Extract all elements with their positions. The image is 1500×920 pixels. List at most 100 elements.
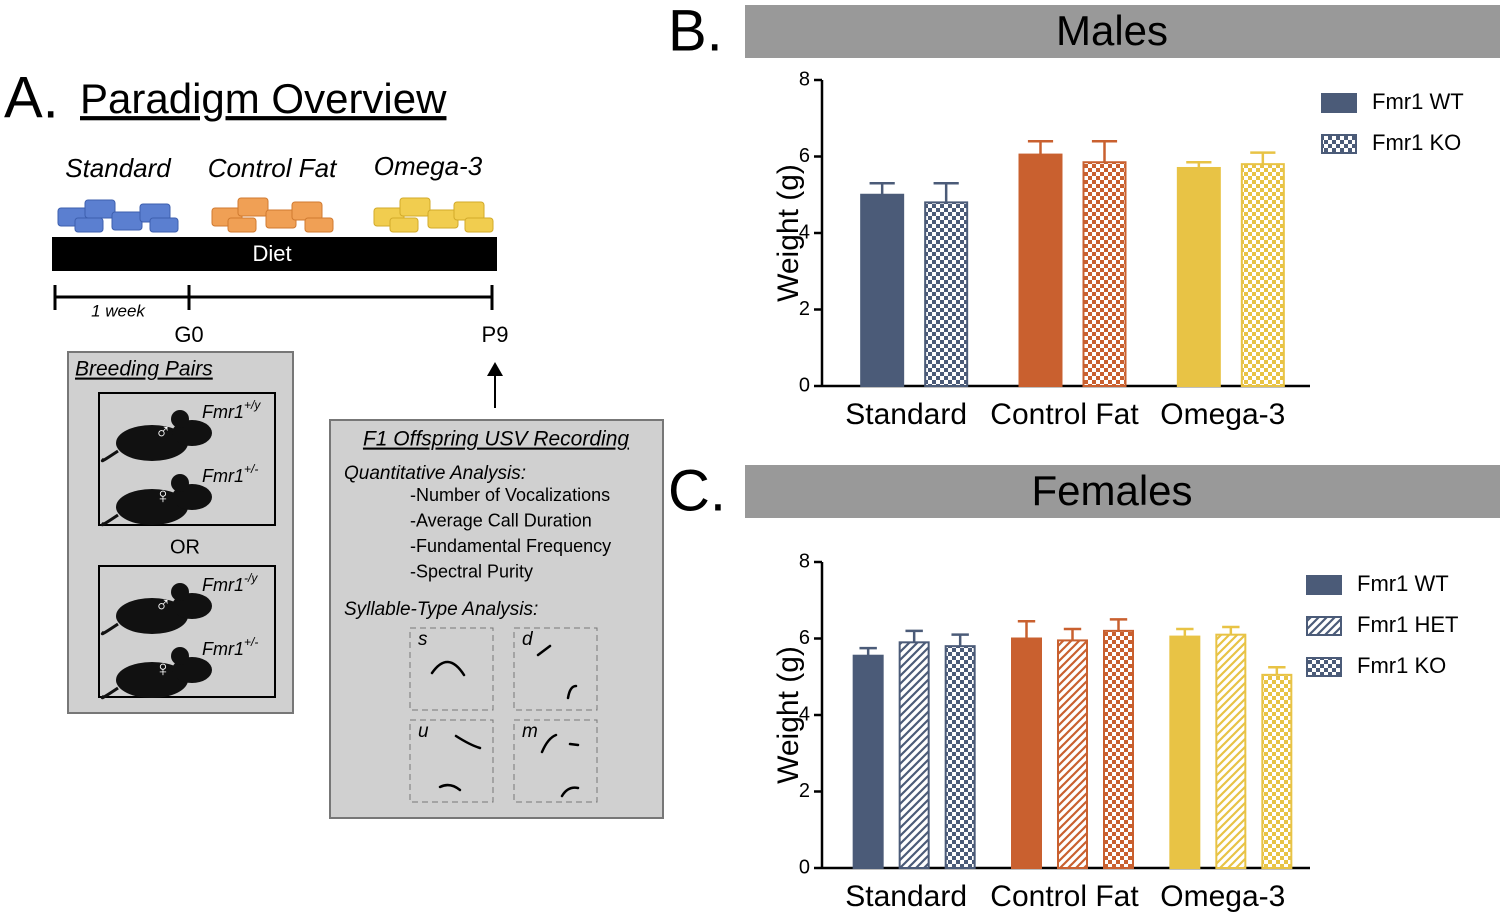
section-title: Syllable-Type Analysis: [344,599,538,620]
gene: Fmr1 [202,575,244,595]
legend-swatch [1321,93,1357,113]
pair-box [98,565,276,698]
bar [1011,637,1042,869]
breeding-title: Breeding Pairs [75,358,213,381]
syllable-label: u [418,721,429,742]
syllable-box [409,627,494,711]
legend-swatch [1306,657,1342,677]
legend-swatch [1306,616,1342,636]
genotype: +/- [244,635,258,649]
panel-label: A. [4,65,59,130]
bar [1082,161,1127,387]
bar [944,645,976,870]
x-tick-label: Omega-3 [1160,880,1285,913]
diet-bar [52,237,497,271]
syllable-label: s [418,629,428,650]
bar [852,654,884,870]
analysis-item: -Number of Vocalizations [410,485,610,505]
title-bar [745,465,1500,518]
legend-swatch [1306,575,1342,595]
diet-bar-label: Diet [252,241,291,266]
gene: Fmr1 [202,402,244,422]
chart-title: Males [1056,7,1168,54]
pair-box [98,392,276,526]
separator: OR [170,536,200,558]
y-tick-label: 8 [799,68,810,90]
x-tick-label: Standard [845,880,967,913]
timeline-start: G0 [174,322,203,347]
syllable-label: d [522,629,534,650]
diet-label: Control Fat [208,153,338,183]
legend-label: Fmr1 WT [1357,571,1449,596]
sex-symbol: ♀ [155,656,172,681]
recording-box [329,419,664,819]
syllable-box [409,719,494,803]
y-axis-label: Weight (g) [772,164,805,302]
syllable-shapes [430,644,580,798]
bar [860,193,905,387]
bar [898,641,930,870]
y-tick-label: 4 [799,703,810,725]
bar [1103,629,1134,869]
sex-symbol: ♂ [155,592,172,617]
legend-label: Fmr1 KO [1372,130,1461,155]
genotype: -/y [244,571,258,585]
food-pellets [57,197,494,233]
legend-label: Fmr1 HET [1357,612,1458,637]
y-tick-label: 0 [799,374,810,396]
bar [1018,153,1063,387]
mouse [100,583,212,636]
mouse [100,410,212,463]
title-bar [745,5,1500,58]
bar [924,201,969,387]
gene: Fmr1 [202,639,244,659]
y-tick-label: 2 [799,780,810,802]
genotype-label: Fmr1+/- [202,462,258,486]
sex-symbol: ♂ [155,419,172,444]
arrow [487,362,503,408]
chart-title: Females [1031,467,1192,514]
panel-title: Paradigm Overview [80,75,447,122]
y-tick-label: 6 [799,145,810,167]
x-tick-label: Standard [845,398,967,431]
genotype: +/- [244,462,258,476]
analysis-item: -Spectral Purity [410,561,533,581]
x-tick-label: Control Fat [990,398,1139,431]
genotype-label: Fmr1+/y [202,398,261,422]
diet-label: Standard [65,153,172,183]
y-tick-label: 6 [799,627,810,649]
y-tick-label: 0 [799,856,810,878]
timeline-end: P9 [482,322,509,347]
x-tick-label: Control Fat [990,880,1139,913]
legend-swatch [1321,134,1357,154]
genotype-label: Fmr1-/y [202,571,258,595]
analysis-item: -Average Call Duration [410,510,592,530]
genotype: +/y [244,398,261,412]
panel-label: B. [668,0,723,63]
sex-symbol: ♀ [155,483,172,508]
recording-title: F1 Offspring USV Recording [363,428,629,451]
syllable-label: m [522,721,538,742]
legend-label: Fmr1 WT [1372,89,1464,114]
y-tick-label: 2 [799,298,810,320]
diet-label: Omega-3 [374,151,483,181]
mouse [100,474,212,527]
analysis-item: -Fundamental Frequency [410,536,611,556]
bar [1176,166,1221,387]
bar [1215,633,1247,869]
mouse [100,647,212,700]
y-tick-label: 4 [799,221,810,243]
gene: Fmr1 [202,466,244,486]
y-axis-label: Weight (g) [772,646,805,784]
bar [1261,673,1293,870]
syllable-box [513,627,598,711]
y-tick-label: 8 [799,550,810,572]
genotype-label: Fmr1+/- [202,635,258,659]
timeline [53,285,494,310]
bar [1057,639,1088,869]
legend-label: Fmr1 KO [1357,653,1446,678]
panel-label: C. [668,458,726,523]
timeline-interval: 1 week [91,301,146,320]
bar [1240,163,1285,387]
